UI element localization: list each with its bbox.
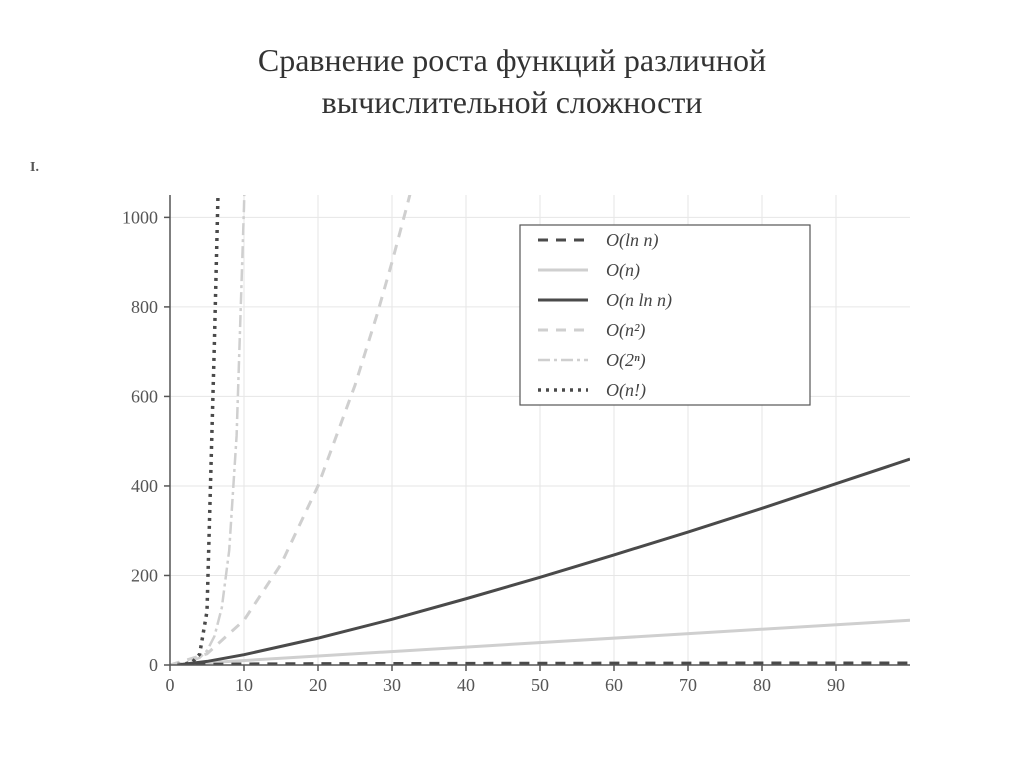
svg-text:O(n ln n): O(n ln n) — [606, 290, 672, 311]
svg-text:0: 0 — [149, 655, 158, 675]
svg-text:800: 800 — [131, 297, 158, 317]
svg-text:O(n²): O(n²) — [606, 320, 645, 341]
svg-text:70: 70 — [679, 675, 697, 695]
svg-text:600: 600 — [131, 386, 158, 406]
svg-text:O(n): O(n) — [606, 260, 640, 281]
svg-text:400: 400 — [131, 476, 158, 496]
svg-text:O(n!): O(n!) — [606, 380, 646, 401]
slide-title: Сравнение роста функций различной вычисл… — [0, 0, 1024, 123]
svg-text:O(2ⁿ): O(2ⁿ) — [606, 350, 646, 371]
complexity-chart: 0 10 20 30 40 50 60 70 80 90 0 200 400 600 800 1000 O(ln… — [90, 185, 930, 715]
svg-text:50: 50 — [531, 675, 549, 695]
svg-text:10: 10 — [235, 675, 253, 695]
svg-text:60: 60 — [605, 675, 623, 695]
svg-text:O(ln n): O(ln n) — [606, 230, 659, 251]
svg-text:0: 0 — [166, 675, 175, 695]
slide-marker: I. — [30, 160, 39, 176]
chart-svg: 0 10 20 30 40 50 60 70 80 90 0 200 400 600 800 1000 O(ln… — [90, 185, 930, 715]
svg-text:30: 30 — [383, 675, 401, 695]
svg-text:200: 200 — [131, 565, 158, 585]
title-line-2: вычислительной сложности — [322, 84, 703, 120]
svg-text:90: 90 — [827, 675, 845, 695]
title-line-1: Сравнение роста функций различной — [258, 42, 766, 78]
svg-text:1000: 1000 — [122, 207, 158, 227]
svg-text:40: 40 — [457, 675, 475, 695]
svg-text:80: 80 — [753, 675, 771, 695]
svg-text:20: 20 — [309, 675, 327, 695]
